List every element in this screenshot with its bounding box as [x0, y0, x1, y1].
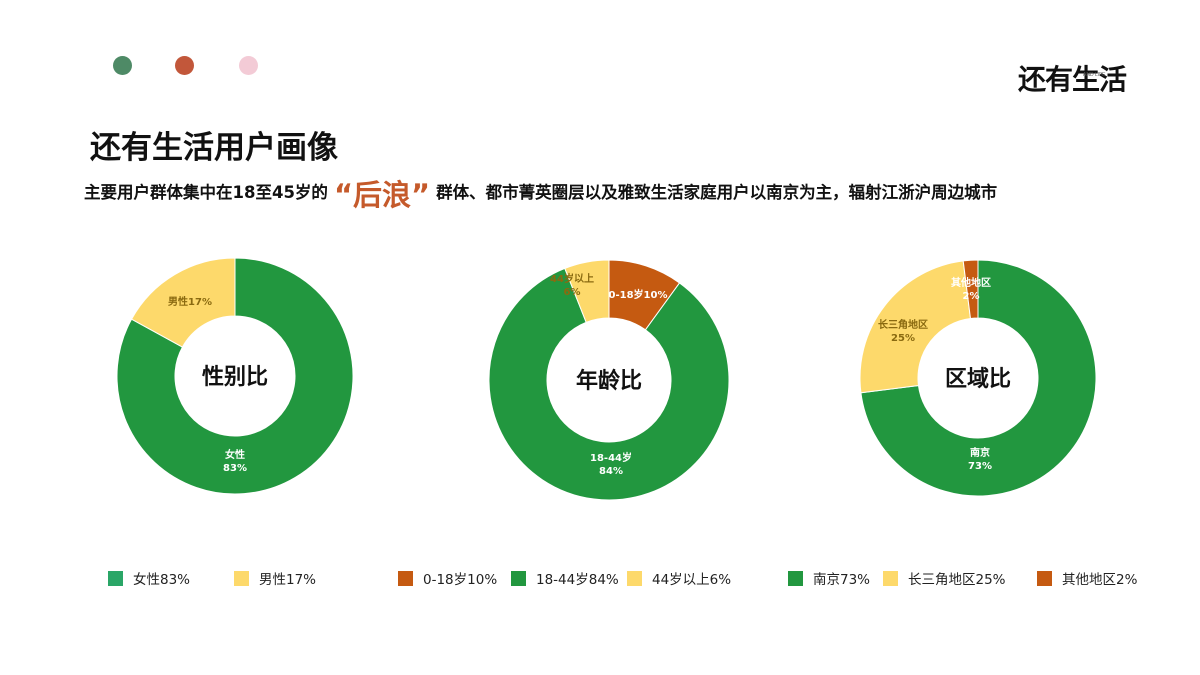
legend-swatch [511, 570, 526, 586]
subtitle-highlight: “后浪” [333, 178, 431, 212]
red-dot-icon [175, 56, 194, 75]
legend-item: 0-18岁10% [398, 568, 497, 588]
donut-slice [859, 260, 972, 394]
legend-item: 18-44岁84% [511, 568, 619, 588]
legend-label: 其他地区2% [1062, 572, 1138, 588]
legend-label: 44岁以上6% [652, 572, 732, 588]
legend-item: 南京73% [788, 568, 870, 588]
donut-slice [130, 257, 236, 348]
slice-label: 其他地区 2% [951, 276, 991, 302]
subtitle-post: 群体、都市菁英圈层以及雅致生活家庭用户以南京为主，辐射江浙沪周边城市 [436, 183, 998, 202]
slice-label: 南京 73% [968, 446, 992, 472]
legend-item: 女性83% [108, 568, 190, 588]
donut-slice [564, 259, 610, 324]
legend-label: 18-44岁84% [536, 572, 619, 588]
legend-swatch [1037, 570, 1052, 586]
legend-swatch [234, 570, 249, 586]
page-subtitle: 主要用户群体集中在18至45岁的 “后浪” 群体、都市菁英圈层以及雅致生活家庭用户以… [84, 170, 1164, 214]
slice-label: 0-18岁10% [609, 288, 668, 301]
donut-slice [962, 259, 979, 320]
chart-center-title: 年龄比 [576, 368, 642, 394]
brand-logo-sub: AND LIFE [1083, 72, 1106, 78]
subtitle-pre: 主要用户群体集中在18至45岁的 [84, 183, 328, 202]
slice-label: 长三角地区 25% [878, 318, 928, 344]
legend-label: 0-18岁10% [423, 572, 498, 588]
legend-swatch [108, 570, 123, 586]
legend-item: 44岁以上6% [627, 568, 731, 588]
pink-dot-icon [239, 56, 258, 75]
donut-slice [488, 267, 730, 501]
legend-item: 长三角地区25% [883, 568, 1006, 588]
legend-label: 男性17% [259, 572, 317, 588]
legend-item: 男性17% [234, 568, 316, 588]
slice-label: 44岁以上 6% [550, 272, 594, 298]
slice-label: 女性 83% [223, 448, 247, 474]
brand-logo: 还有生活 [1018, 63, 1127, 96]
chart-center-title: 区域比 [945, 366, 1011, 392]
legend-label: 长三角地区25% [908, 572, 1006, 588]
donut-slice [116, 257, 354, 495]
legend-label: 女性83% [133, 572, 191, 588]
donut-slice [860, 259, 1097, 497]
page-title: 还有生活用户画像 [90, 130, 338, 166]
legend-swatch [398, 570, 413, 586]
chart-center-title: 性别比 [202, 365, 268, 390]
slice-label: 男性17% [168, 295, 212, 308]
slice-label: 18-44岁 84% [590, 451, 632, 477]
legend-swatch [788, 570, 803, 586]
legend-swatch [883, 570, 898, 586]
green-dot-icon [113, 56, 132, 75]
legend-label: 南京73% [813, 572, 871, 588]
legend-item: 其他地区2% [1037, 568, 1137, 588]
legend-swatch [627, 570, 642, 586]
